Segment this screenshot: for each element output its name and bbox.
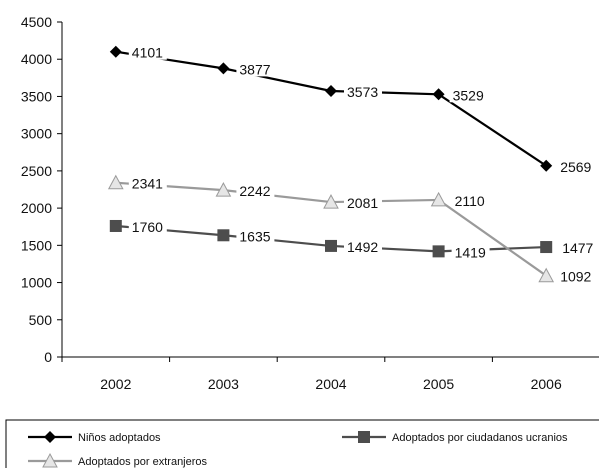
data-label-bg (557, 266, 596, 284)
legend-triangle-marker (42, 452, 58, 468)
square-marker (432, 245, 445, 258)
square-marker (540, 241, 553, 254)
triangle-marker (215, 182, 232, 197)
data-label: 3529 (453, 87, 484, 103)
series-line (115, 50, 547, 167)
data-label: 1477 (562, 240, 593, 256)
triangle-marker (107, 174, 124, 190)
legend-label: Niños adoptados (78, 432, 161, 444)
legend-label: Adoptados por extranjeros (78, 456, 208, 468)
data-label: 2341 (132, 176, 163, 192)
data-label: 3573 (347, 84, 378, 100)
data-label: 3877 (239, 61, 270, 77)
data-label: 2569 (560, 159, 591, 175)
diamond-marker (109, 45, 122, 58)
y-tick-label: 2500 (21, 163, 52, 179)
data-label: 4101 (132, 45, 163, 61)
legend-box (5, 419, 599, 468)
triangle-marker (538, 267, 555, 283)
x-tick-label: 2003 (208, 376, 239, 392)
data-label-bg (128, 173, 167, 191)
triangle-marker (430, 191, 447, 207)
diamond-marker (217, 62, 230, 75)
data-label-bg (236, 59, 275, 77)
data-label-bg (236, 181, 275, 199)
y-tick-label: 2000 (21, 200, 52, 216)
chart-legend: Niños adoptados Adoptados por ciudadanos … (5, 419, 599, 468)
data-label: 1419 (455, 244, 486, 260)
y-tick-label: 500 (29, 312, 53, 328)
data-label: 1492 (347, 239, 378, 255)
data-label-bg (128, 42, 167, 60)
series-3 (107, 174, 555, 283)
y-tick-label: 4000 (21, 51, 52, 67)
diamond-marker (540, 159, 553, 172)
y-axis-ticks: 0 500 1000 1500 2000 2500 3000 3500 4000 4500 (21, 14, 62, 365)
data-label-bg (344, 193, 382, 211)
diamond-marker (325, 85, 337, 98)
data-label: 2081 (347, 195, 378, 211)
data-label-bg (451, 190, 490, 208)
legend-square-marker (358, 431, 370, 443)
data-label: 1092 (560, 269, 591, 285)
data-label: 1760 (132, 219, 163, 235)
y-tick-label: 3500 (21, 88, 52, 104)
legend-label: Adoptados por ciudadanos ucranios (392, 432, 568, 444)
data-label-bg (128, 216, 167, 234)
data-label-bg (344, 236, 382, 254)
data-label-bg (559, 238, 598, 256)
chart-axes (61, 22, 599, 358)
legend-diamond-marker (44, 431, 56, 443)
square-marker (217, 229, 230, 242)
data-label: 1635 (239, 228, 270, 244)
y-tick-label: 0 (44, 349, 52, 365)
data-label-bg (449, 85, 488, 103)
y-tick-label: 1500 (21, 237, 52, 253)
square-marker (109, 219, 122, 232)
x-tick-label: 2004 (315, 376, 346, 392)
data-label-bg (344, 82, 382, 100)
triangle-marker (323, 194, 339, 209)
data-label: 2110 (455, 193, 485, 209)
data-label-bg (451, 242, 490, 260)
x-tick-label: 2006 (531, 376, 562, 392)
data-label-bg (557, 156, 596, 174)
square-marker (325, 239, 337, 252)
data-label-bg (236, 226, 275, 244)
x-axis-ticks: 2002 2003 2004 2005 2006 (61, 357, 562, 392)
x-tick-label: 2002 (100, 376, 131, 392)
y-tick-label: 3000 (21, 126, 52, 142)
x-tick-label: 2005 (423, 376, 454, 392)
data-label: 2242 (239, 183, 270, 199)
series-1 (109, 45, 553, 172)
y-tick-label: 4500 (21, 14, 52, 30)
y-tick-label: 1000 (21, 275, 52, 291)
data-labels-layer: 4101 3877 3573 3529 2569 1760 1635 1492 1419 1477… (128, 42, 598, 285)
diamond-marker (432, 88, 445, 101)
